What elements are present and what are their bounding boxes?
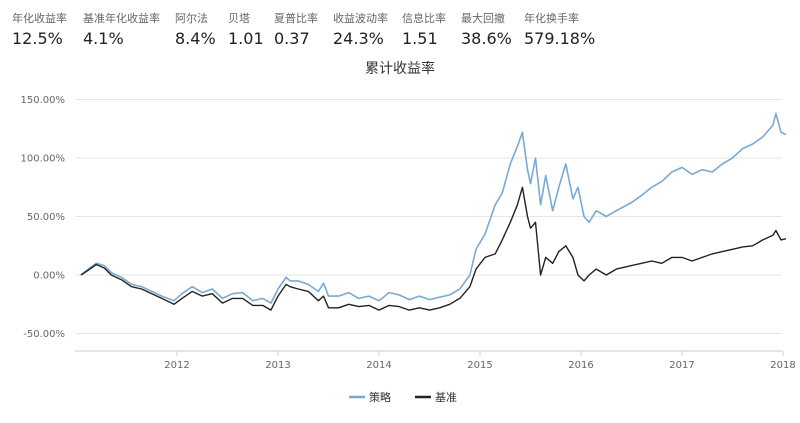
legend-label: 基准	[435, 391, 457, 404]
metric-alpha: 阿尔法 8.4%	[175, 10, 216, 48]
metric-label: 收益波动率	[333, 12, 388, 25]
metric-label: 夏普比率	[274, 12, 318, 25]
metric-value: 1.51	[402, 29, 438, 48]
y-tick-label: 100.00%	[21, 154, 66, 165]
metric-max-drawdown: 最大回撤 38.6%	[461, 10, 512, 48]
metric-value: 8.4%	[175, 29, 216, 48]
metric-label: 阿尔法	[175, 12, 208, 25]
x-tick-label: 2018	[770, 360, 795, 371]
metric-label: 年化换手率	[524, 12, 579, 25]
metric-value: 0.37	[274, 29, 310, 48]
x-tick-label: 2015	[467, 360, 492, 371]
metric-volatility: 收益波动率 24.3%	[333, 10, 388, 48]
metric-benchmark-annual-return: 基准年化收益率 4.1%	[83, 10, 160, 48]
series-line-strategy	[80, 112, 787, 304]
y-tick-label: 50.00%	[27, 212, 65, 223]
metric-sharpe: 夏普比率 0.37	[274, 10, 318, 48]
metric-beta: 贝塔 1.01	[228, 10, 264, 48]
metric-value: 38.6%	[461, 29, 512, 48]
metric-value: 12.5%	[12, 29, 63, 48]
metric-value: 1.01	[228, 29, 264, 48]
metrics-bar: 年化收益率 12.5% 基准年化收益率 4.1% 阿尔法 8.4% 贝塔 1.0…	[0, 0, 800, 56]
chart-title: 累计收益率	[365, 61, 435, 77]
x-tick-label: 2014	[366, 360, 391, 371]
y-tick-label: -50.00%	[23, 329, 65, 340]
series-line-benchmark	[80, 186, 787, 311]
metric-annual-return: 年化收益率 12.5%	[12, 10, 67, 48]
y-tick-label: 150.00%	[21, 95, 66, 106]
x-tick-label: 2013	[265, 360, 290, 371]
metric-annual-turnover: 年化换手率 579.18%	[524, 10, 595, 48]
metric-value: 4.1%	[83, 29, 124, 48]
metric-label: 贝塔	[228, 12, 250, 25]
x-tick-label: 2012	[164, 360, 189, 371]
x-tick-label: 2017	[669, 360, 694, 371]
metric-information-ratio: 信息比率 1.51	[402, 10, 446, 48]
metric-label: 信息比率	[402, 12, 446, 25]
legend-label: 策略	[369, 390, 391, 404]
metric-label: 基准年化收益率	[83, 12, 160, 25]
x-tick-label: 2016	[568, 360, 593, 371]
metric-label: 年化收益率	[12, 12, 67, 25]
legend: 策略 基准	[349, 390, 457, 404]
metric-value: 24.3%	[333, 29, 384, 48]
metric-value: 579.18%	[524, 29, 596, 48]
metric-label: 最大回撤	[461, 12, 505, 25]
y-tick-label: 0.00%	[33, 271, 65, 282]
